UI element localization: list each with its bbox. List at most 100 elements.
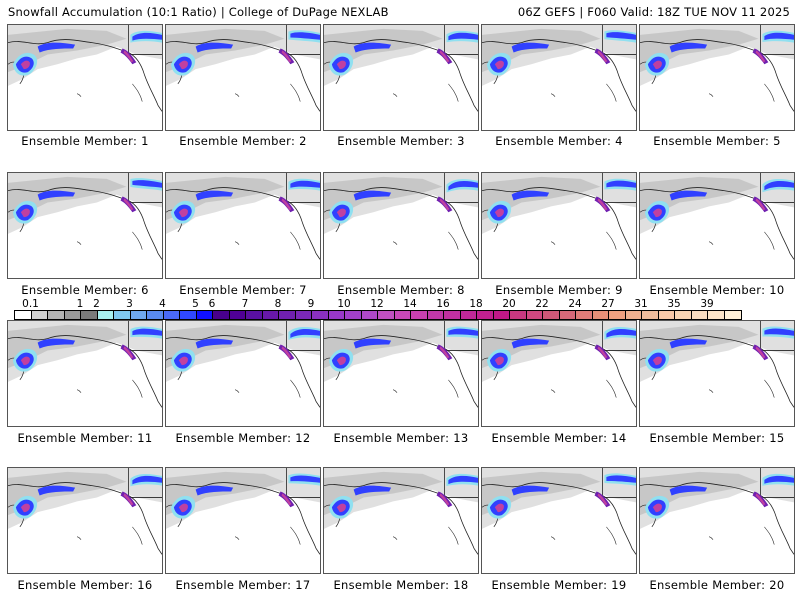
panel-label: Ensemble Member: 13 bbox=[333, 431, 469, 445]
colorbar-cell bbox=[64, 311, 81, 319]
colorbar-tick-label: 3 bbox=[126, 298, 133, 310]
panel-label: Ensemble Member: 19 bbox=[491, 578, 627, 592]
panel-label: Ensemble Member: 9 bbox=[495, 283, 623, 297]
colorbar-cell bbox=[147, 311, 164, 319]
panel-label: Ensemble Member: 2 bbox=[179, 134, 307, 148]
colorbar-cell bbox=[48, 311, 65, 319]
colorbar-cell bbox=[444, 311, 461, 319]
panel-label: Ensemble Member: 20 bbox=[649, 578, 785, 592]
colorbar-tick-label: 16 bbox=[436, 298, 450, 310]
colorbar-cell bbox=[163, 311, 180, 319]
run-valid-time: 06Z GEFS | F060 Valid: 18Z TUE NOV 11 20… bbox=[517, 5, 790, 19]
colorbar-tick-label: 6 bbox=[208, 298, 216, 310]
colorbar-cell bbox=[427, 311, 444, 319]
ensemble-map-panel bbox=[639, 320, 795, 427]
colorbar-cell bbox=[345, 311, 362, 319]
colorbar-cell bbox=[229, 311, 246, 319]
ensemble-map-panel bbox=[7, 320, 163, 427]
colorbar-cell bbox=[411, 311, 428, 319]
colorbar-cell bbox=[609, 311, 626, 319]
ensemble-map-panel bbox=[323, 172, 479, 279]
panel-label: Ensemble Member: 12 bbox=[175, 431, 311, 445]
ensemble-map-panel bbox=[323, 467, 479, 574]
colorbar-cell bbox=[262, 311, 279, 319]
ensemble-map-panel bbox=[639, 24, 795, 131]
colorbar-cell bbox=[658, 311, 675, 319]
colorbar-cell bbox=[559, 311, 576, 319]
colorbar-cell bbox=[81, 311, 98, 319]
colorbar-cell bbox=[691, 311, 708, 319]
coastline bbox=[166, 187, 320, 260]
colorbar-cell bbox=[642, 311, 659, 319]
colorbar-tick-label: 24 bbox=[568, 298, 582, 310]
ensemble-map-panel bbox=[639, 172, 795, 279]
colorbar-tick-label: 8 bbox=[274, 298, 282, 310]
coastline bbox=[324, 187, 478, 260]
panel-label: Ensemble Member: 6 bbox=[21, 283, 149, 297]
ensemble-map-panel bbox=[165, 24, 321, 131]
coastline bbox=[640, 187, 794, 260]
colorbar-cell bbox=[592, 311, 609, 319]
colorbar-cell bbox=[378, 311, 395, 319]
panel-label: Ensemble Member: 18 bbox=[333, 578, 469, 592]
panel-label: Ensemble Member: 3 bbox=[337, 134, 465, 148]
coastline bbox=[8, 187, 162, 260]
colorbar-tick-label: 5 bbox=[192, 298, 199, 310]
coastline bbox=[324, 335, 478, 408]
panel-label: Ensemble Member: 7 bbox=[179, 283, 307, 297]
colorbar-cell bbox=[675, 311, 692, 319]
panel-label: Ensemble Member: 15 bbox=[649, 431, 785, 445]
colorbar-tick-label: 0.1 bbox=[22, 298, 39, 310]
colorbar-cell bbox=[15, 311, 32, 319]
colorbar-tick-label: 18 bbox=[469, 298, 483, 310]
colorbar-tick-label: 31 bbox=[634, 298, 648, 310]
colorbar-tick-label: 2 bbox=[93, 298, 100, 310]
ensemble-map-panel bbox=[323, 320, 479, 427]
panel-label: Ensemble Member: 10 bbox=[649, 283, 785, 297]
coastline bbox=[640, 482, 794, 555]
colorbar-tick-label: 4 bbox=[159, 298, 166, 310]
colorbar-tick-label: 20 bbox=[502, 298, 516, 310]
colorbar-cell bbox=[31, 311, 48, 319]
colorbar-cell bbox=[295, 311, 312, 319]
colorbar-cell bbox=[510, 311, 527, 319]
colorbar-tick-label: 35 bbox=[667, 298, 681, 310]
colorbar-cell bbox=[460, 311, 477, 319]
colorbar-cell bbox=[130, 311, 147, 319]
coastline bbox=[8, 335, 162, 408]
colorbar-cell bbox=[213, 311, 230, 319]
colorbar-cell bbox=[543, 311, 560, 319]
ensemble-map-panel bbox=[165, 467, 321, 574]
coastline bbox=[166, 335, 320, 408]
colorbar-tick-label: 1 bbox=[76, 298, 84, 310]
colorbar-cell bbox=[708, 311, 725, 319]
colorbar-tick-label: 22 bbox=[535, 298, 549, 310]
coastline bbox=[482, 482, 636, 555]
coastline bbox=[324, 39, 478, 112]
coastline bbox=[166, 482, 320, 555]
ensemble-map-panel bbox=[481, 467, 637, 574]
colorbar-cell bbox=[526, 311, 543, 319]
colorbar-tick-label: 9 bbox=[307, 298, 315, 310]
panel-label: Ensemble Member: 1 bbox=[21, 134, 149, 148]
ensemble-map-panel bbox=[165, 320, 321, 427]
colorbar-cell bbox=[394, 311, 411, 319]
panel-label: Ensemble Member: 4 bbox=[495, 134, 623, 148]
colorbar-cell bbox=[576, 311, 593, 319]
colorbar-cell bbox=[196, 311, 213, 319]
colorbar-cell bbox=[279, 311, 296, 319]
coastline bbox=[166, 39, 320, 112]
coastline bbox=[482, 39, 636, 112]
ensemble-map-panel bbox=[481, 320, 637, 427]
panel-label: Ensemble Member: 5 bbox=[653, 134, 781, 148]
colorbar-tick-label: 12 bbox=[370, 298, 384, 310]
coastline bbox=[482, 187, 636, 260]
colorbar-tick-label: 14 bbox=[403, 298, 417, 310]
colorbar-cell bbox=[180, 311, 197, 319]
coastline bbox=[8, 39, 162, 112]
colorbar-cell bbox=[246, 311, 263, 319]
colorbar-tick-label: 27 bbox=[601, 298, 615, 310]
colorbar-cell bbox=[361, 311, 378, 319]
ensemble-map-panel bbox=[323, 24, 479, 131]
ensemble-map-panel bbox=[7, 172, 163, 279]
